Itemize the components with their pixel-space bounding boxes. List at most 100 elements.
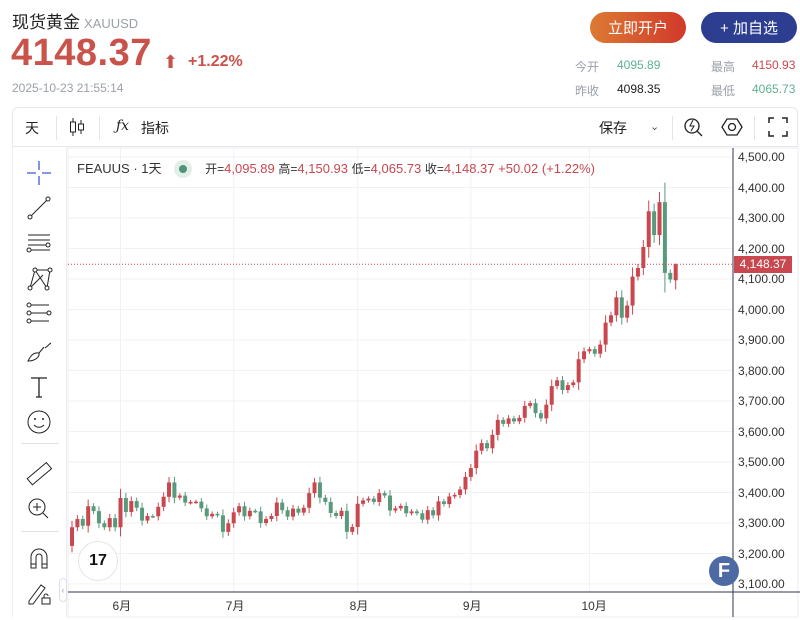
y-tick-label: 4,000.00 [738, 302, 785, 317]
candle-up [210, 513, 215, 517]
candle-down [431, 510, 436, 516]
candle-down [280, 502, 285, 511]
parallel-channel-icon[interactable] [25, 299, 53, 327]
candle-up [366, 498, 371, 501]
y-tick-label: 3,400.00 [738, 485, 785, 500]
candle-down [533, 403, 538, 414]
open-account-button[interactable]: 立即开户 [590, 12, 686, 43]
candle-down [511, 418, 516, 422]
candle-down [414, 511, 419, 514]
candle-up [75, 519, 80, 528]
interval-button[interactable]: 天 [25, 120, 39, 136]
horizontal-lines-icon[interactable] [25, 229, 53, 257]
candle-down [668, 272, 673, 280]
settings-icon[interactable] [721, 116, 743, 141]
magnet-icon[interactable] [25, 544, 53, 572]
candle-up [571, 382, 576, 386]
y-tick-label: 4,400.00 [738, 180, 785, 195]
candle-up [377, 493, 382, 502]
candle-down [285, 510, 290, 517]
ruler-icon[interactable] [25, 460, 53, 488]
legend-close: 4,148.37 [443, 161, 495, 176]
candle-down [317, 482, 322, 498]
candle-up [479, 443, 484, 451]
open-label: 今开 [575, 60, 600, 74]
candle-down [215, 513, 220, 516]
candle-up [393, 508, 398, 511]
candle-up [625, 305, 630, 318]
candle-up [274, 502, 279, 516]
function-icon[interactable]: ƒx [116, 118, 130, 134]
chart-legend: FEAUUS · 1天 开=4,095.89 高=4,150.93 低=4,06… [77, 158, 595, 180]
current-price: 4148.37 [11, 32, 152, 74]
collapse-sidebar-button[interactable]: ‹ [59, 578, 67, 602]
candle-up [474, 450, 479, 469]
quick-search-icon[interactable] [683, 116, 705, 141]
y-tick-label: 3,900.00 [738, 333, 785, 347]
legend-high: 4,150.93 [297, 161, 349, 176]
candle-up [301, 507, 306, 513]
candle-up [463, 476, 468, 490]
x-tick-label: 9月 [462, 599, 482, 613]
candle-up [673, 264, 678, 281]
candle-down [344, 510, 349, 532]
candle-down [183, 495, 188, 503]
lock-drawing-icon[interactable] [25, 579, 53, 607]
pattern-icon[interactable] [25, 264, 53, 292]
y-tick-label: 4,300.00 [738, 211, 785, 225]
emoji-icon[interactable] [25, 408, 53, 436]
text-icon[interactable] [25, 373, 53, 401]
candle-down [96, 511, 101, 524]
candle-up [495, 419, 500, 435]
y-tick-label: 4,500.00 [738, 150, 785, 164]
tradingview-logo[interactable]: 17 [78, 541, 118, 581]
candle-up [587, 349, 592, 352]
candle-down [296, 508, 301, 513]
legend-close-key: 收= [424, 162, 444, 176]
indicators-button[interactable]: 指标 [141, 120, 169, 136]
x-tick-label: 8月 [349, 599, 369, 613]
legend-open-key: 开= [205, 162, 225, 176]
legend-change: +50.02 (+1.22%) [498, 161, 595, 176]
instrument-title: 现货黄金 XAUUSD [12, 8, 138, 33]
candle-up [193, 501, 198, 504]
candle-down [204, 508, 209, 517]
candle-down [113, 518, 118, 528]
candle-down [91, 506, 96, 512]
candle-down [150, 515, 155, 518]
save-button[interactable]: 保存 [599, 120, 627, 136]
add-watchlist-button[interactable]: + 加自选 [701, 12, 797, 43]
candle-up [361, 500, 366, 504]
zoom-in-icon[interactable] [25, 495, 53, 523]
candle-down [242, 506, 247, 517]
trend-line-icon[interactable] [25, 194, 53, 222]
x-tick-label: 7月 [225, 599, 245, 613]
legend-low: 4,065.73 [370, 161, 422, 176]
candle-up [247, 510, 252, 517]
legend-name: FEAUUS · 1天 [77, 161, 162, 176]
candle-up [86, 506, 91, 526]
candle-up [161, 496, 166, 507]
candle-up [145, 515, 150, 521]
chevron-down-icon[interactable]: ⌄ [650, 121, 660, 133]
candle-up [576, 359, 581, 383]
candlestick-icon[interactable] [69, 117, 85, 140]
candle-up [506, 418, 511, 424]
y-tick-label: 4,200.00 [738, 241, 785, 256]
candle-down [134, 501, 139, 508]
fullscreen-icon[interactable] [768, 117, 788, 140]
candle-down [80, 519, 85, 526]
candle-up [555, 380, 560, 387]
crosshair-icon[interactable] [25, 159, 53, 187]
timestamp: 2025-10-23 21:55:14 [12, 81, 124, 95]
legend-open: 4,095.89 [224, 161, 275, 176]
candle-up [290, 508, 295, 517]
chart-area [67, 147, 799, 618]
candle-up [490, 434, 495, 449]
candle-up [237, 506, 242, 513]
candle-up [350, 526, 355, 532]
brush-icon[interactable] [25, 337, 53, 365]
candle-up [641, 246, 646, 269]
candle-down [441, 501, 446, 505]
